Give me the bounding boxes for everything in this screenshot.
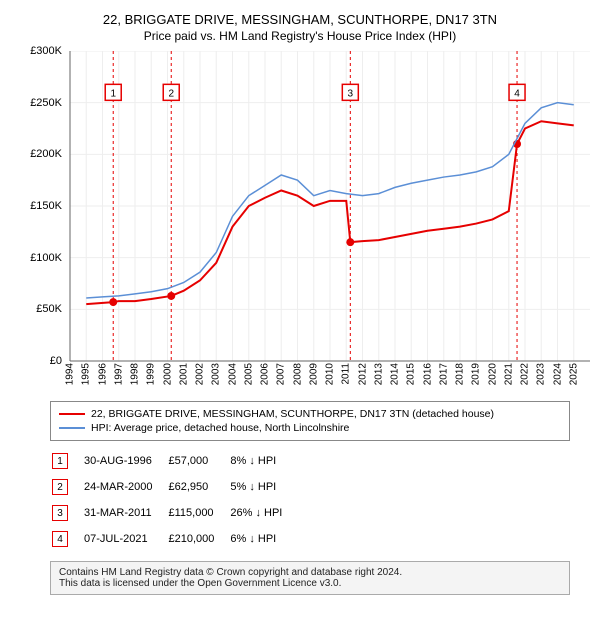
event-pct: 5% ↓ HPI — [230, 475, 296, 499]
x-tick-label: 2000 — [162, 363, 173, 385]
x-tick-label: 2017 — [438, 363, 449, 385]
x-tick-label: 2015 — [406, 363, 417, 385]
event-price: £57,000 — [168, 449, 228, 473]
chart-container: 22, BRIGGATE DRIVE, MESSINGHAM, SCUNTHOR… — [10, 12, 590, 595]
event-price: £115,000 — [168, 501, 228, 525]
x-tick-label: 2010 — [325, 363, 336, 385]
y-tick-label: £50K — [36, 303, 62, 315]
event-row: 4 07-JUL-2021£210,0006% ↓ HPI — [52, 527, 296, 551]
x-tick-label: 2007 — [276, 363, 287, 385]
y-tick-label: £150K — [30, 200, 62, 212]
x-tick-label: 1994 — [65, 363, 76, 385]
x-tick-label: 2021 — [503, 363, 514, 385]
event-row: 1 30-AUG-1996£57,0008% ↓ HPI — [52, 449, 296, 473]
x-tick-label: 2001 — [178, 363, 189, 385]
chart-plot: 1234 £0£50K£100K£150K£200K£250K£300K1994… — [30, 51, 590, 391]
x-tick-label: 2014 — [390, 363, 401, 385]
y-tick-label: £300K — [30, 45, 62, 57]
svg-text:3: 3 — [348, 88, 354, 99]
event-date: 24-MAR-2000 — [84, 475, 166, 499]
event-pct: 26% ↓ HPI — [230, 501, 296, 525]
footer-line-2: This data is licensed under the Open Gov… — [59, 578, 561, 589]
event-date: 31-MAR-2011 — [84, 501, 166, 525]
event-date: 07-JUL-2021 — [84, 527, 166, 551]
x-tick-label: 2019 — [471, 363, 482, 385]
y-tick-label: £100K — [30, 252, 62, 264]
x-tick-label: 1999 — [146, 363, 157, 385]
footer-attribution: Contains HM Land Registry data © Crown c… — [50, 561, 570, 595]
x-tick-label: 2003 — [211, 363, 222, 385]
event-pct: 8% ↓ HPI — [230, 449, 296, 473]
legend-swatch-hpi — [59, 427, 85, 429]
footer-line-1: Contains HM Land Registry data © Crown c… — [59, 567, 561, 578]
event-marker: 4 — [52, 531, 68, 547]
svg-text:4: 4 — [514, 88, 520, 99]
x-tick-label: 2018 — [455, 363, 466, 385]
legend-swatch-price — [59, 413, 85, 415]
x-tick-label: 2008 — [292, 363, 303, 385]
x-tick-label: 2004 — [227, 363, 238, 385]
x-tick-label: 1996 — [97, 363, 108, 385]
event-marker: 2 — [52, 479, 68, 495]
event-price: £210,000 — [168, 527, 228, 551]
y-tick-label: £250K — [30, 97, 62, 109]
x-tick-label: 1995 — [81, 363, 92, 385]
x-tick-label: 2023 — [536, 363, 547, 385]
event-marker: 1 — [52, 453, 68, 469]
event-row: 2 24-MAR-2000£62,9505% ↓ HPI — [52, 475, 296, 499]
x-tick-label: 2025 — [568, 363, 579, 385]
x-tick-label: 2012 — [357, 363, 368, 385]
events-table: 130-AUG-1996£57,0008% ↓ HPI224-MAR-2000£… — [50, 447, 298, 553]
event-date: 30-AUG-1996 — [84, 449, 166, 473]
x-tick-label: 2020 — [487, 363, 498, 385]
x-tick-label: 2006 — [260, 363, 271, 385]
legend-item-price: 22, BRIGGATE DRIVE, MESSINGHAM, SCUNTHOR… — [59, 408, 561, 420]
event-marker: 3 — [52, 505, 68, 521]
chart-subtitle: Price paid vs. HM Land Registry's House … — [10, 29, 590, 43]
x-tick-label: 1998 — [130, 363, 141, 385]
legend-label-price: 22, BRIGGATE DRIVE, MESSINGHAM, SCUNTHOR… — [91, 408, 494, 420]
x-tick-label: 2009 — [308, 363, 319, 385]
y-tick-label: £0 — [50, 355, 62, 367]
svg-text:2: 2 — [168, 88, 174, 99]
legend-item-hpi: HPI: Average price, detached house, Nort… — [59, 422, 561, 434]
x-tick-label: 1997 — [113, 363, 124, 385]
x-tick-label: 2011 — [341, 363, 352, 385]
legend-label-hpi: HPI: Average price, detached house, Nort… — [91, 422, 349, 434]
svg-text:1: 1 — [110, 88, 116, 99]
chart-svg: 1 2 3 4 — [30, 51, 590, 391]
event-pct: 6% ↓ HPI — [230, 527, 296, 551]
chart-title: 22, BRIGGATE DRIVE, MESSINGHAM, SCUNTHOR… — [10, 12, 590, 27]
y-tick-label: £200K — [30, 148, 62, 160]
x-tick-label: 2002 — [195, 363, 206, 385]
x-tick-label: 2016 — [422, 363, 433, 385]
x-tick-label: 2013 — [373, 363, 384, 385]
x-tick-label: 2024 — [552, 363, 563, 385]
event-row: 3 31-MAR-2011£115,00026% ↓ HPI — [52, 501, 296, 525]
legend: 22, BRIGGATE DRIVE, MESSINGHAM, SCUNTHOR… — [50, 401, 570, 441]
x-tick-label: 2022 — [520, 363, 531, 385]
x-tick-label: 2005 — [243, 363, 254, 385]
event-price: £62,950 — [168, 475, 228, 499]
